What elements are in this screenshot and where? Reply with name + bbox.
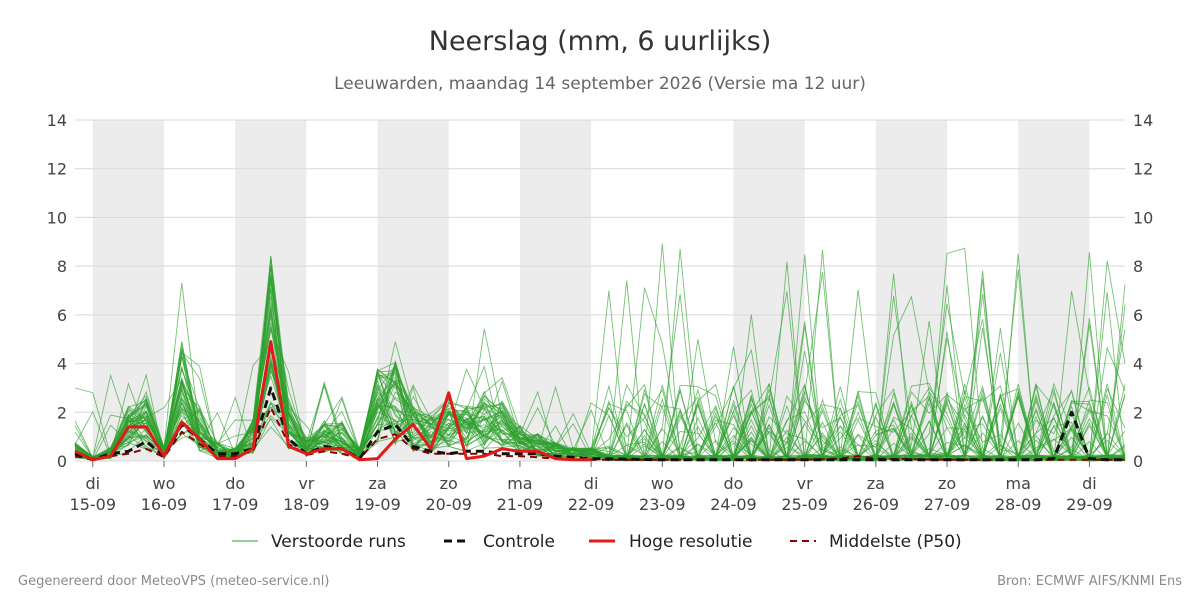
ensemble-line-43 [74,247,1126,462]
x-tick-date-2: 17-09 [212,495,259,514]
x-tick-day-10: vr [797,474,813,493]
x-tick-day-0: di [85,474,100,493]
ensemble-line-48 [74,324,1126,462]
x-tick-date-7: 22-09 [568,495,615,514]
series-line-hires [74,340,592,462]
x-tick-date-5: 20-09 [425,495,472,514]
y-tick-right-8: 8 [1133,257,1143,276]
y-tick-right-10: 10 [1133,208,1153,227]
ensemble-lines [74,243,1126,463]
x-tick-day-6: ma [507,474,532,493]
x-tick-day-7: di [584,474,599,493]
x-tick-date-11: 26-09 [853,495,900,514]
footer-generated: Gegenereerd door MeteoVPS (meteo-service… [18,574,329,589]
y-tick-right-12: 12 [1133,160,1153,179]
y-tick-right-2: 2 [1133,403,1143,422]
y-tick-left-12: 12 [47,160,67,179]
legend-label-hires: Hoge resolutie [629,532,753,552]
x-tick-date-10: 25-09 [781,495,828,514]
x-tick-day-11: za [867,474,885,493]
x-tick-day-12: zo [938,474,956,493]
x-tick-day-9: do [723,474,743,493]
grid-lines [75,119,1125,462]
x-tick-date-6: 21-09 [497,495,544,514]
legend-label-control: Controle [483,532,555,552]
y-tick-left-14: 14 [47,111,67,130]
x-tick-date-12: 27-09 [924,495,971,514]
y-axis-right: 0 2 4 6 8 10 12 14 [1133,111,1153,471]
y-tick-left-2: 2 [57,403,67,422]
main-series [74,340,1125,462]
x-tick-day-8: wo [651,474,674,493]
y-tick-left-4: 4 [57,355,67,374]
y-tick-left-0: 0 [57,452,67,471]
chart-title: Neerslag (mm, 6 uurlijks) [429,26,771,57]
x-tick-date-13: 28-09 [995,495,1042,514]
x-tick-day-14: di [1082,474,1097,493]
y-tick-left-10: 10 [47,208,67,227]
y-tick-left-8: 8 [57,257,67,276]
x-tick-date-9: 24-09 [710,495,757,514]
x-tick-day-13: ma [1006,474,1031,493]
legend-label-ensemble: Verstoorde runs [271,532,406,552]
ensemble-line-49 [74,267,1126,462]
x-tick-date-4: 19-09 [354,495,401,514]
x-tick-date-8: 23-09 [639,495,686,514]
y-tick-right-14: 14 [1133,111,1153,130]
footer-source: Bron: ECMWF AIFS/KNMI Ens [997,574,1182,589]
x-tick-date-1: 16-09 [141,495,188,514]
legend-label-median: Middelste (P50) [829,532,962,552]
x-tick-date-14: 29-09 [1066,495,1113,514]
shaded-band-3 [519,120,592,461]
x-tick-day-5: zo [440,474,458,493]
y-tick-right-6: 6 [1133,306,1143,325]
x-axis: di 15-09 wo 16-09 do 17-09 vr 18-09 za 19-09 zo 20-… [70,461,1113,514]
x-tick-day-3: vr [298,474,314,493]
y-tick-right-0: 0 [1133,452,1143,471]
series-line-median [74,406,1125,461]
x-tick-day-2: do [225,474,245,493]
chart-subtitle: Leeuwarden, maandag 14 september 2026 (V… [334,74,866,94]
x-tick-date-0: 15-09 [70,495,117,514]
legend: Verstoorde runs Controle Hoge resolutie … [232,532,962,552]
y-tick-left-6: 6 [57,306,67,325]
x-tick-day-4: za [368,474,386,493]
y-axis-left: 0 2 4 6 8 10 12 14 [47,111,67,471]
x-tick-date-3: 18-09 [283,495,330,514]
shaded-band-6 [1018,120,1090,461]
y-tick-right-4: 4 [1133,355,1143,374]
x-tick-day-1: wo [153,474,176,493]
